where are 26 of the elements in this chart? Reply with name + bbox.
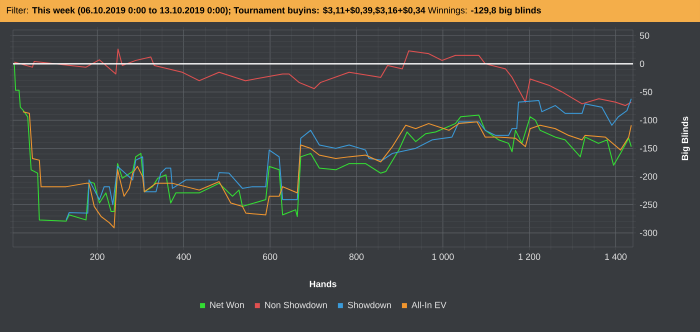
legend-label: All-In EV [411, 302, 446, 308]
line-series [14, 48, 632, 106]
chart-title: Filter: This week (06.10.2019 0:00 to 13.10.2019 0:00); Tournament buyins: $3,11+$0,39,$3,16+$0,34 Winnings: -129,8 big blinds [6, 6, 541, 16]
line-series [66, 98, 632, 220]
y-tick-label: -150 [640, 145, 658, 152]
y-tick-label: 50 [640, 32, 650, 39]
x-axis-title: Hands [310, 280, 336, 288]
legend-label: Non Showdown [265, 302, 327, 308]
y-tick-label: -300 [640, 230, 658, 236]
line-series [14, 63, 632, 222]
y-tick-label: -250 [640, 202, 658, 208]
legend-label: Net Won [210, 302, 244, 308]
x-tick-label: 1 200 [518, 254, 540, 260]
x-tick-label: 400 [176, 254, 191, 260]
y-tick-label: -100 [640, 116, 658, 124]
x-tick-label: 200 [90, 254, 104, 260]
x-tick-label: 600 [263, 254, 278, 260]
x-tick-label: 800 [349, 254, 364, 260]
line-series [22, 111, 632, 228]
y-tick-label: 0 [640, 60, 644, 68]
x-tick-label: 1 000 [432, 254, 454, 260]
y-axis-title: Big Blinds [681, 116, 690, 160]
y-tick-label: -50 [640, 88, 652, 96]
y-tick-label: -200 [640, 173, 658, 180]
legend-label: Showdown [348, 302, 391, 308]
x-tick-label: 1 400 [605, 254, 627, 260]
